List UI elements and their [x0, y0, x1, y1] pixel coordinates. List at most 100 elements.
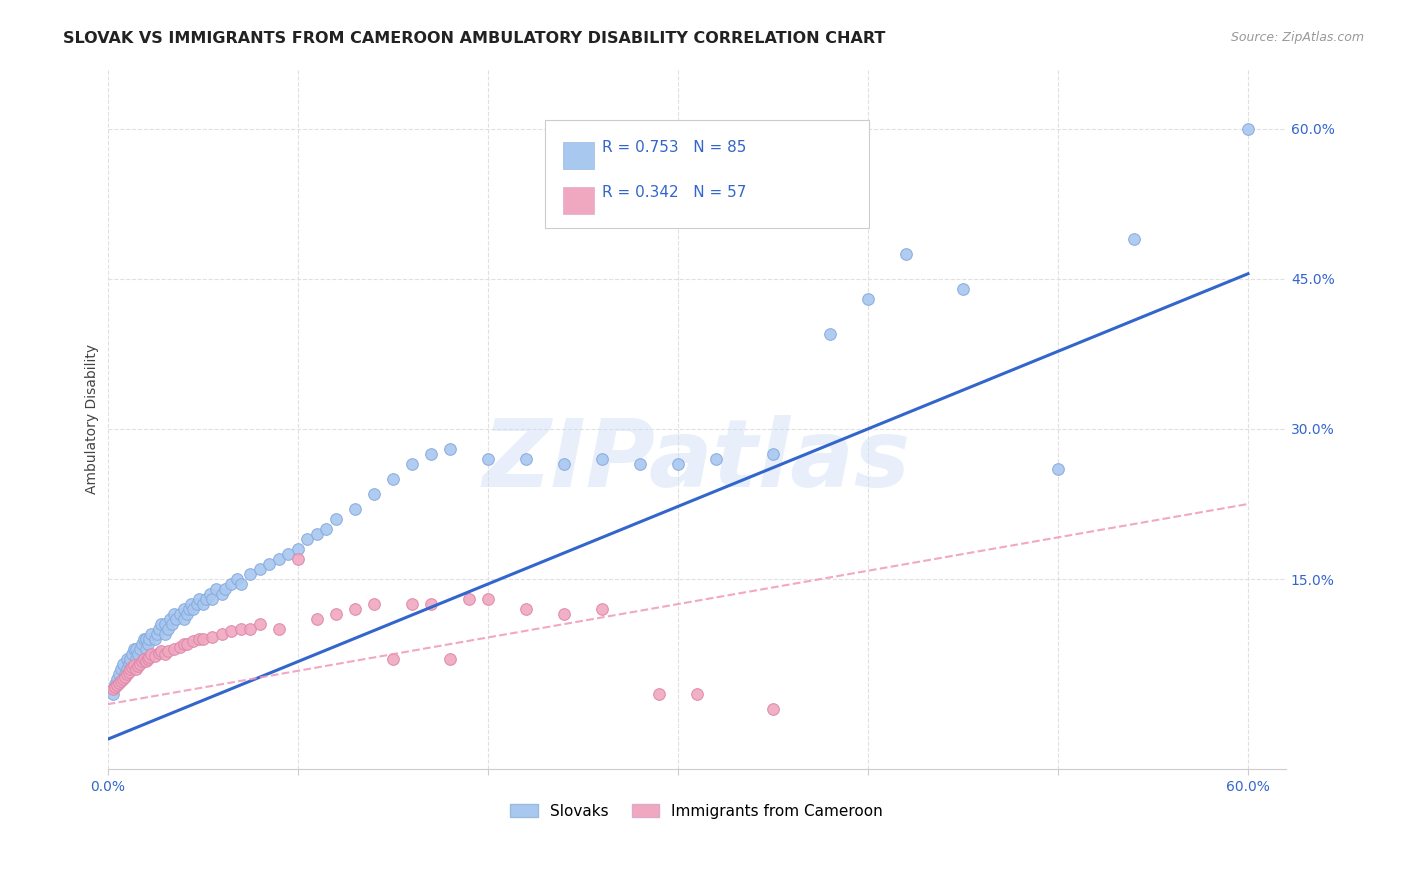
Point — [477, 592, 499, 607]
Point — [239, 622, 262, 636]
Point — [214, 582, 236, 596]
Point — [143, 649, 166, 664]
Point — [267, 552, 290, 566]
Point — [305, 527, 328, 541]
Point — [591, 602, 613, 616]
Text: R = 0.342   N = 57: R = 0.342 N = 57 — [602, 185, 747, 200]
Point — [762, 702, 785, 716]
Point — [163, 642, 186, 657]
Point — [195, 592, 218, 607]
Point — [762, 447, 785, 461]
Point — [686, 687, 709, 701]
Point — [287, 542, 309, 557]
Point — [146, 627, 169, 641]
Point — [127, 659, 149, 673]
Point — [401, 457, 423, 471]
Point — [143, 632, 166, 647]
Point — [163, 607, 186, 621]
Point — [125, 662, 148, 676]
Point — [103, 687, 125, 701]
Point — [181, 602, 204, 616]
Point — [105, 672, 128, 686]
Point — [169, 607, 191, 621]
Point — [110, 662, 132, 676]
Point — [121, 660, 143, 674]
Point — [666, 457, 689, 471]
Point — [138, 632, 160, 647]
Text: R = 0.753   N = 85: R = 0.753 N = 85 — [602, 140, 747, 155]
Point — [477, 452, 499, 467]
Point — [295, 532, 318, 546]
Point — [1046, 462, 1069, 476]
Point — [114, 670, 136, 684]
Point — [181, 634, 204, 648]
Point — [120, 652, 142, 666]
Point — [173, 612, 195, 626]
Point — [173, 637, 195, 651]
Point — [515, 452, 537, 467]
Point — [131, 637, 153, 651]
Point — [111, 672, 134, 686]
Point — [267, 622, 290, 636]
Point — [343, 602, 366, 616]
Point — [162, 617, 184, 632]
Point — [149, 644, 172, 658]
Point — [159, 612, 181, 626]
Point — [187, 632, 209, 647]
Point — [108, 667, 131, 681]
Point — [704, 452, 727, 467]
Point — [211, 627, 233, 641]
Point — [952, 282, 974, 296]
Point — [135, 632, 157, 647]
Point — [191, 632, 214, 647]
Point — [249, 562, 271, 576]
Point — [153, 627, 176, 641]
Point — [115, 667, 138, 681]
Point — [439, 442, 461, 456]
Point — [277, 547, 299, 561]
Point — [381, 472, 404, 486]
Point — [894, 246, 917, 260]
Point — [219, 577, 242, 591]
Text: SLOVAK VS IMMIGRANTS FROM CAMEROON AMBULATORY DISABILITY CORRELATION CHART: SLOVAK VS IMMIGRANTS FROM CAMEROON AMBUL… — [63, 31, 886, 46]
Legend: Slovaks, Immigrants from Cameroon: Slovaks, Immigrants from Cameroon — [505, 797, 890, 825]
Text: Source: ZipAtlas.com: Source: ZipAtlas.com — [1230, 31, 1364, 45]
Point — [114, 667, 136, 681]
Point — [148, 622, 170, 636]
Point — [239, 567, 262, 582]
Point — [115, 652, 138, 666]
Point — [180, 597, 202, 611]
Point — [127, 647, 149, 661]
Point — [153, 617, 176, 632]
Point — [818, 326, 841, 341]
Point — [136, 652, 159, 666]
Point — [129, 642, 152, 657]
Point — [229, 577, 252, 591]
Point — [110, 674, 132, 689]
Point — [132, 652, 155, 666]
Point — [125, 652, 148, 666]
Point — [381, 652, 404, 666]
Point — [104, 680, 127, 694]
Point — [115, 662, 138, 676]
Point — [515, 602, 537, 616]
Point — [131, 654, 153, 668]
Point — [120, 662, 142, 676]
Point — [138, 650, 160, 665]
Point — [157, 644, 180, 658]
Point — [148, 646, 170, 660]
Point — [104, 677, 127, 691]
Y-axis label: Ambulatory Disability: Ambulatory Disability — [86, 343, 100, 494]
Point — [173, 602, 195, 616]
Point — [105, 678, 128, 692]
Point — [325, 512, 347, 526]
Point — [136, 637, 159, 651]
Point — [287, 552, 309, 566]
Point — [439, 652, 461, 666]
Point — [122, 658, 145, 673]
Point — [176, 607, 198, 621]
Point — [132, 632, 155, 647]
Point — [187, 592, 209, 607]
Point — [219, 624, 242, 639]
Point — [179, 602, 201, 616]
